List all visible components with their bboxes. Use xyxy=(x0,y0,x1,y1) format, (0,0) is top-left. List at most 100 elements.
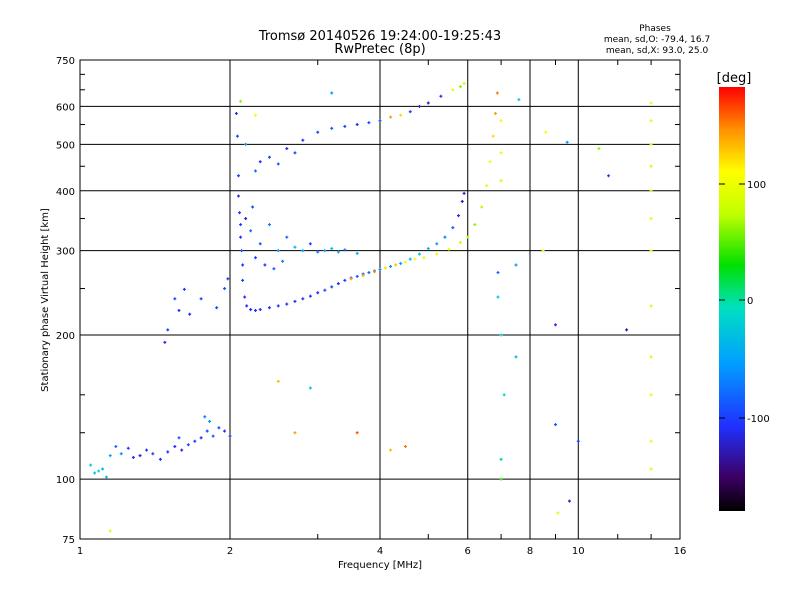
data-point xyxy=(553,423,557,427)
data-point xyxy=(293,299,297,303)
data-point xyxy=(241,278,245,282)
x-tick-label: 6 xyxy=(465,546,471,557)
data-point xyxy=(514,263,518,267)
data-point xyxy=(208,419,212,423)
data-point xyxy=(239,223,243,227)
data-point xyxy=(244,142,248,146)
data-point xyxy=(276,249,280,253)
data-point xyxy=(223,429,227,433)
data-point xyxy=(649,249,653,253)
data-point xyxy=(426,101,430,105)
data-point xyxy=(649,119,653,123)
data-point xyxy=(263,263,267,267)
data-point xyxy=(158,457,162,461)
data-point xyxy=(301,297,305,301)
data-point xyxy=(394,263,398,267)
data-point xyxy=(460,199,464,203)
data-point xyxy=(186,443,190,447)
data-point xyxy=(403,260,407,264)
data-point xyxy=(163,340,167,344)
data-point xyxy=(203,415,207,419)
chart-title: Tromsø 20140526 19:24:00-19:25:43 xyxy=(258,29,501,44)
data-point xyxy=(408,110,412,114)
data-point xyxy=(383,266,387,270)
data-point xyxy=(517,98,521,102)
data-point xyxy=(458,240,462,244)
data-point xyxy=(234,111,238,115)
data-point xyxy=(496,271,500,275)
data-point xyxy=(480,205,484,209)
data-point xyxy=(173,297,177,301)
data-point xyxy=(649,164,653,168)
y-tick-label: 100 xyxy=(56,475,75,486)
data-point xyxy=(316,291,320,295)
data-point xyxy=(435,252,439,256)
data-point xyxy=(316,130,320,134)
chart-subtitle: RwPretec (8p) xyxy=(334,42,425,57)
data-point xyxy=(343,278,347,282)
data-point xyxy=(301,249,305,253)
data-point xyxy=(119,452,123,456)
data-point xyxy=(236,174,240,178)
data-point xyxy=(281,259,285,263)
data-point xyxy=(131,455,135,459)
y-tick-label: 300 xyxy=(56,247,75,258)
data-point xyxy=(93,471,97,475)
data-point xyxy=(343,248,347,252)
colorbar-tick-label: -100 xyxy=(747,414,770,425)
data-point xyxy=(466,235,470,239)
data-point xyxy=(239,99,243,103)
data-point xyxy=(422,256,426,260)
data-point xyxy=(223,287,227,291)
data-point xyxy=(457,214,461,218)
data-point xyxy=(236,194,240,198)
data-point xyxy=(253,308,257,312)
data-point xyxy=(308,242,312,246)
data-point xyxy=(488,160,492,164)
data-point xyxy=(378,119,382,123)
data-point xyxy=(166,450,170,454)
data-point xyxy=(330,285,334,289)
data-point xyxy=(301,138,305,142)
data-point xyxy=(502,393,506,397)
data-point xyxy=(267,306,271,310)
x-tick-label: 1 xyxy=(77,546,83,557)
data-point xyxy=(355,431,359,435)
data-point xyxy=(258,308,262,312)
data-point xyxy=(199,297,203,301)
data-point xyxy=(251,205,255,209)
data-point xyxy=(451,226,455,230)
data-point xyxy=(217,426,221,430)
data-point xyxy=(285,302,289,306)
data-point xyxy=(417,104,421,108)
data-point xyxy=(226,277,230,281)
data-point xyxy=(408,257,412,261)
data-point xyxy=(541,249,545,253)
data-point xyxy=(426,247,430,251)
data-point xyxy=(235,134,239,138)
data-point xyxy=(473,223,477,227)
data-point xyxy=(243,295,247,299)
data-point xyxy=(495,91,499,95)
data-point xyxy=(499,457,503,461)
data-point xyxy=(253,256,257,260)
data-point xyxy=(188,312,192,316)
colorbar xyxy=(719,87,745,511)
data-point xyxy=(258,242,262,246)
data-point xyxy=(293,431,297,435)
data-point xyxy=(556,511,560,515)
data-point xyxy=(649,393,653,397)
data-point xyxy=(276,379,280,383)
data-point xyxy=(499,151,503,155)
data-point xyxy=(625,328,629,332)
data-point xyxy=(544,130,548,134)
data-point xyxy=(166,328,170,332)
data-point xyxy=(355,123,359,127)
phases-title: Phases xyxy=(639,24,671,34)
data-point xyxy=(417,252,421,256)
data-point xyxy=(330,126,334,130)
y-tick-label: 500 xyxy=(56,140,75,151)
data-point xyxy=(649,142,653,146)
data-point xyxy=(649,467,653,471)
data-point xyxy=(285,147,289,151)
